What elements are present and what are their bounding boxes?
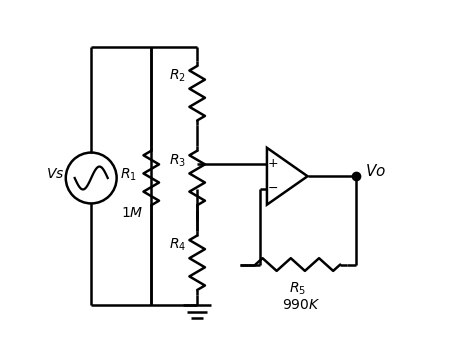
Text: +: + — [268, 157, 279, 170]
Text: $1M$: $1M$ — [120, 206, 143, 220]
Text: $R_5$: $R_5$ — [289, 281, 306, 298]
Text: $R_2$: $R_2$ — [169, 67, 186, 84]
Text: $Vs$: $Vs$ — [46, 167, 65, 182]
Text: $R_4$: $R_4$ — [169, 237, 186, 253]
Text: −: − — [268, 182, 278, 195]
Text: $990K$: $990K$ — [282, 298, 321, 312]
Text: $R_3$: $R_3$ — [169, 152, 186, 168]
Text: $R_1$: $R_1$ — [120, 166, 137, 183]
Text: $Vo$: $Vo$ — [365, 163, 386, 179]
